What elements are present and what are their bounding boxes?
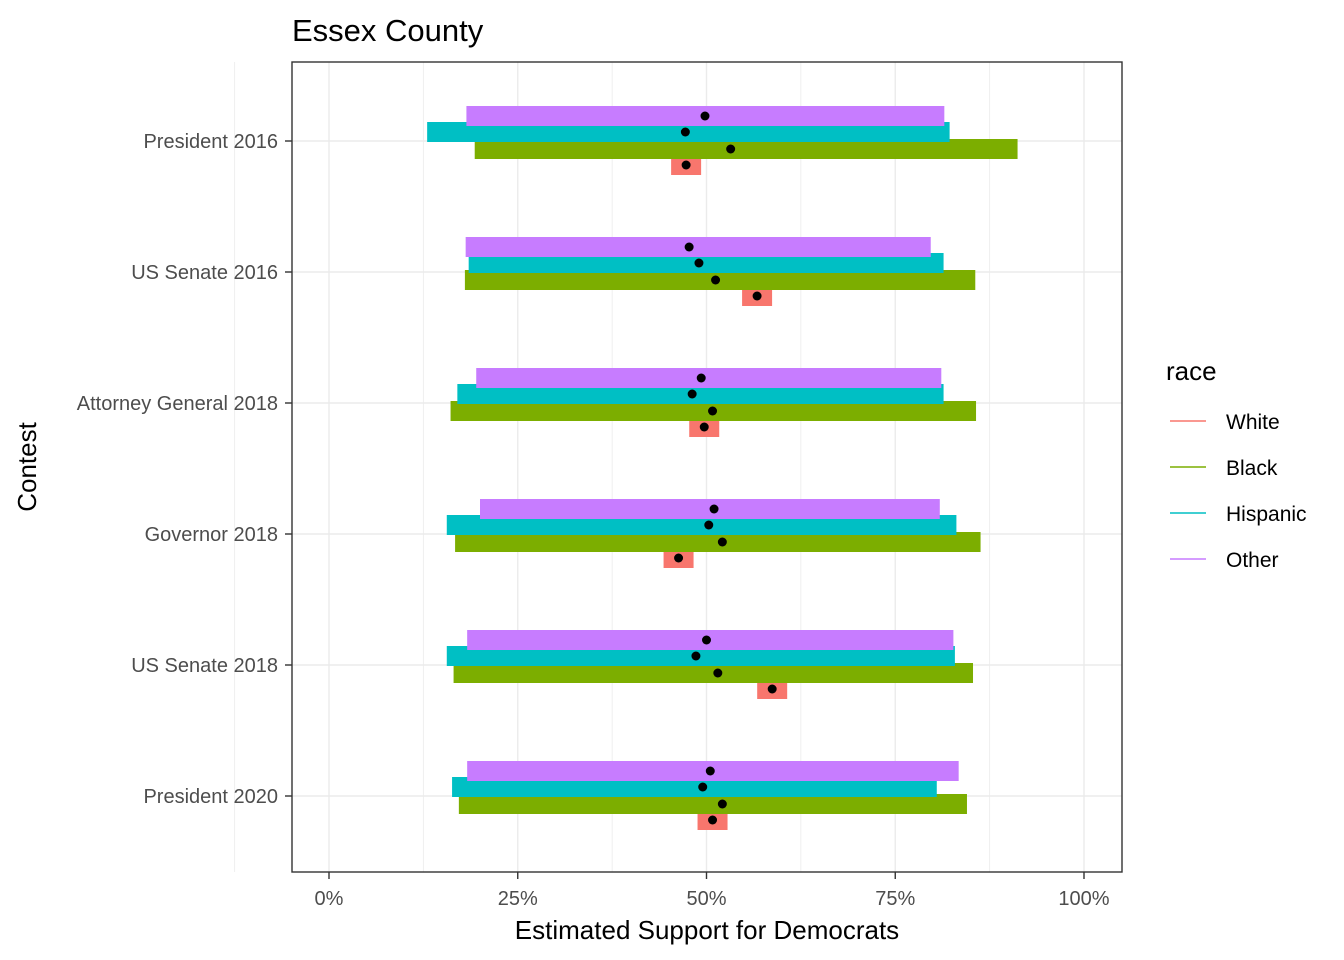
legend-label-black: Black (1226, 457, 1278, 480)
point-estimate-hispanic (691, 651, 701, 661)
legend-label-other: Other (1226, 549, 1279, 572)
legend-label-white: White (1226, 411, 1280, 434)
point-estimate-other (702, 635, 711, 645)
interval-bar-hispanic (446, 515, 957, 535)
legend-label-hispanic: Hispanic (1226, 503, 1307, 526)
interval-bar-hispanic (452, 777, 937, 797)
y-axis: President 2016 US Senate 2016 Attorney Gen… (77, 131, 292, 808)
interval-bar-black (458, 794, 967, 814)
x-tick-label: 75% (875, 888, 915, 910)
point-estimate-white (674, 553, 684, 563)
point-estimate-other (705, 766, 715, 776)
point-estimate-other (684, 242, 694, 252)
legend: race White Black Hispanic Other (1166, 356, 1307, 572)
interval-bar-black (455, 532, 981, 552)
x-tick-label: 50% (686, 888, 726, 910)
point-estimate-white (767, 684, 777, 694)
point-estimate-white (681, 160, 691, 170)
point-estimate-black (717, 537, 727, 547)
point-estimate-hispanic (687, 389, 697, 399)
interval-bar-hispanic (468, 253, 944, 273)
point-estimate-black (726, 144, 736, 154)
interval-bar-other (465, 237, 931, 257)
x-tick-label: 100% (1058, 888, 1109, 910)
y-tick-label: Attorney General 2018 (77, 393, 278, 415)
y-tick-label: Governor 2018 (145, 524, 278, 546)
point-estimate-black (711, 275, 721, 285)
y-tick-label: President 2016 (143, 131, 278, 153)
interval-bar-other (476, 368, 942, 388)
point-estimate-other (696, 373, 706, 383)
x-tick-label: 25% (498, 888, 538, 910)
chart-marks (427, 106, 1018, 830)
y-tick-label: US Senate 2016 (131, 262, 278, 284)
point-estimate-hispanic (698, 782, 708, 792)
point-estimate-other (700, 111, 710, 121)
interval-bar-black (474, 139, 1018, 159)
x-tick-label: 0% (315, 888, 344, 910)
y-tick-label: President 2020 (143, 786, 278, 808)
y-tick-label: US Senate 2018 (131, 655, 278, 677)
interval-bar-hispanic (457, 384, 944, 404)
chart-title: Essex County (292, 13, 484, 48)
point-estimate-white (752, 291, 762, 301)
legend-title: race (1166, 356, 1217, 386)
interval-bar-hispanic (446, 646, 955, 666)
point-estimate-black (717, 799, 727, 809)
point-estimate-hispanic (704, 520, 714, 530)
point-estimate-other (709, 504, 719, 514)
y-axis-title: Contest (12, 421, 42, 511)
point-estimate-hispanic (694, 258, 704, 268)
interval-bar-black (453, 663, 974, 683)
x-axis: 0% 25% 50% 75% 100% (315, 872, 1110, 910)
point-estimate-white (699, 422, 709, 432)
point-estimate-black (708, 406, 718, 416)
x-axis-title: Estimated Support for Democrats (515, 915, 899, 945)
point-estimate-white (708, 815, 718, 825)
interval-bar-black (464, 270, 976, 290)
grid (234, 62, 1122, 872)
point-estimate-black (713, 668, 723, 678)
point-estimate-hispanic (680, 127, 690, 137)
